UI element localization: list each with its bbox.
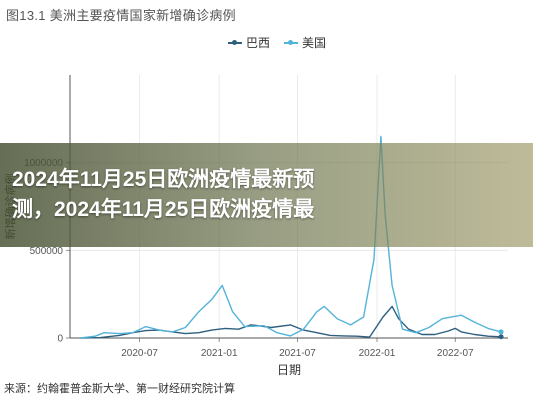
y-tick-label: 0 xyxy=(57,334,63,345)
headline-line-1: 2024年11月25日欧洲疫情最新预 xyxy=(12,168,315,191)
series-endpoint xyxy=(498,329,504,335)
y-tick-label: 500000 xyxy=(30,246,64,257)
chart-legend: 巴西 美国 xyxy=(228,34,326,51)
legend-item-brazil: 巴西 xyxy=(228,34,270,51)
series-endpoint xyxy=(498,334,504,340)
legend-swatch-brazil xyxy=(228,39,242,45)
x-tick-label: 2021-07 xyxy=(279,348,316,359)
x-tick-label: 2022-01 xyxy=(359,348,396,359)
x-tick-label: 2022-07 xyxy=(437,348,474,359)
x-tick-label: 2021-01 xyxy=(201,348,238,359)
headline-line-2: 测，2024年11月25日欧洲疫情最 xyxy=(12,198,315,221)
figure-title: 图13.1 美洲主要疫情国家新增确诊病例 xyxy=(6,8,236,23)
headline-overlay: 2024年11月25日欧洲疫情最新预 测，2024年11月25日欧洲疫情最 xyxy=(0,143,533,247)
x-tick-label: 2020-07 xyxy=(121,348,158,359)
x-axis-label: 日期 xyxy=(277,363,301,377)
legend-swatch-usa xyxy=(284,39,299,45)
legend-label-usa: 美国 xyxy=(302,36,327,50)
source-note: 来源：约翰霍普金斯大学、第一财经研究院计算 xyxy=(4,383,235,395)
legend-item-usa: 美国 xyxy=(284,34,326,51)
series-line-usa xyxy=(80,135,502,339)
legend-label-brazil: 巴西 xyxy=(246,36,271,50)
